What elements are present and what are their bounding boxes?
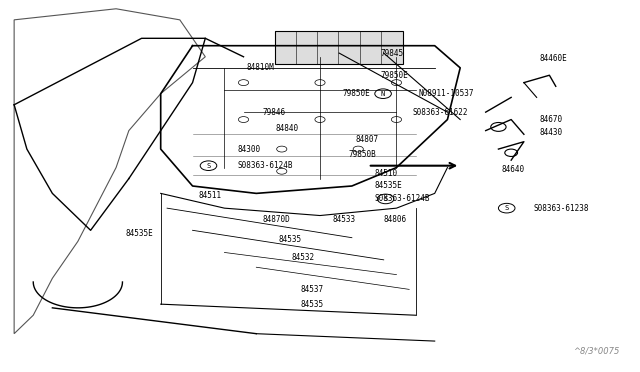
Text: 84300: 84300 <box>237 145 260 154</box>
Text: 84807: 84807 <box>355 135 378 144</box>
Text: 79850E: 79850E <box>342 89 370 98</box>
Text: 84535: 84535 <box>278 235 301 244</box>
Text: ^8/3*0075: ^8/3*0075 <box>573 347 620 356</box>
Text: S08363-6124B: S08363-6124B <box>374 195 429 203</box>
Text: S08363-61238: S08363-61238 <box>534 203 589 213</box>
Text: S08363-61622: S08363-61622 <box>412 108 468 117</box>
Text: 84670: 84670 <box>540 115 563 124</box>
Text: N: N <box>381 91 385 97</box>
Text: 79850E: 79850E <box>381 71 408 80</box>
Text: 84810M: 84810M <box>246 63 275 72</box>
Text: S: S <box>504 205 509 211</box>
Text: 84510: 84510 <box>374 169 397 177</box>
Text: 84640: 84640 <box>502 165 525 174</box>
Text: 84870D: 84870D <box>262 215 291 224</box>
Text: 84511: 84511 <box>199 191 222 200</box>
Text: N08911-10537: N08911-10537 <box>419 89 474 98</box>
Text: 84533: 84533 <box>333 215 356 224</box>
Text: S: S <box>383 196 388 202</box>
Text: 84460E: 84460E <box>540 54 568 63</box>
Text: 84840: 84840 <box>275 124 298 133</box>
Text: 84535E: 84535E <box>374 182 402 190</box>
FancyBboxPatch shape <box>275 31 403 64</box>
Text: 84430: 84430 <box>540 128 563 137</box>
Text: 79850B: 79850B <box>349 150 376 159</box>
Text: 84535: 84535 <box>301 300 324 309</box>
Text: 84532: 84532 <box>291 253 314 263</box>
Text: 84806: 84806 <box>384 215 407 224</box>
Text: S08363-6124B: S08363-6124B <box>237 161 292 170</box>
Text: 79846: 79846 <box>262 108 286 117</box>
Text: 84537: 84537 <box>301 285 324 294</box>
Text: S: S <box>206 163 211 169</box>
Text: 84535E: 84535E <box>125 230 154 238</box>
Text: 79845: 79845 <box>381 49 404 58</box>
